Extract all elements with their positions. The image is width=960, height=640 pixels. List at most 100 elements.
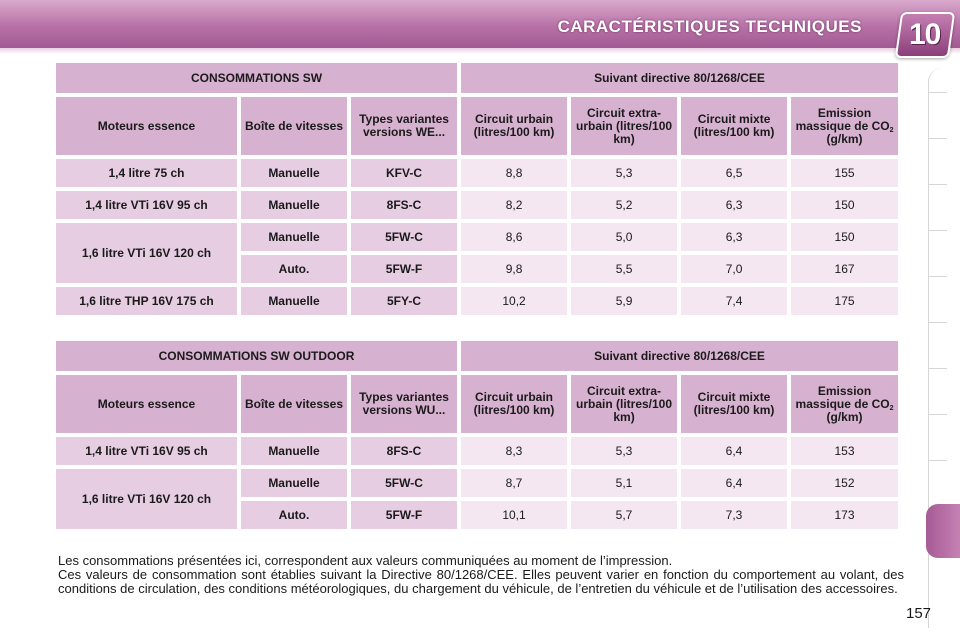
cell-gearbox: Auto. [241, 255, 347, 283]
table-row: 1,4 litre 75 ch Manuelle KFV-C 8,8 5,3 6… [56, 159, 899, 187]
page-title: CARACTÉRISTIQUES TECHNIQUES [557, 17, 862, 36]
chapter-tabs-edge [928, 68, 951, 628]
cell-mixed: 6,4 [681, 437, 788, 465]
cell-variant: KFV-C [351, 159, 458, 187]
cell-variant: 5FW-C [351, 223, 458, 251]
cell-variant: 8FS-C [351, 437, 458, 465]
cell-extra-urban: 5,1 [571, 469, 678, 497]
cell-co2: 167 [791, 255, 899, 283]
cell-engine: 1,4 litre VTi 16V 95 ch [56, 437, 237, 465]
cell-urban: 10,1 [461, 501, 568, 529]
cell-urban: 10,2 [461, 287, 568, 315]
cell-mixed: 7,3 [681, 501, 788, 529]
table-row: 1,4 litre VTi 16V 95 ch Manuelle 8FS-C 8… [56, 191, 899, 219]
cell-engine: 1,6 litre VTi 16V 120 ch [56, 223, 237, 283]
table-title: CONSOMMATIONS SW OUTDOOR [56, 341, 458, 371]
cell-engine: 1,4 litre 75 ch [56, 159, 237, 187]
cell-gearbox: Manuelle [241, 437, 347, 465]
table-row: 1,4 litre VTi 16V 95 ch Manuelle 8FS-C 8… [56, 437, 899, 465]
table-title: CONSOMMATIONS SW [56, 63, 458, 93]
cell-mixed: 7,0 [681, 255, 788, 283]
cell-mixed: 6,4 [681, 469, 788, 497]
consumption-table-sw: CONSOMMATIONS SW Suivant directive 80/12… [52, 59, 902, 319]
chapter-tab-3[interactable] [929, 184, 947, 185]
col-header-variants: Types variantes versions WU... [351, 375, 458, 433]
cell-co2: 175 [791, 287, 899, 315]
cell-engine: 1,6 litre VTi 16V 120 ch [56, 469, 237, 529]
cell-mixed: 6,5 [681, 159, 788, 187]
col-header-urban: Circuit urbain (litres/100 km) [461, 375, 568, 433]
col-header-engine: Moteurs essence [56, 97, 237, 155]
cell-extra-urban: 5,9 [571, 287, 678, 315]
consumption-table-sw-outdoor: CONSOMMATIONS SW OUTDOOR Suivant directi… [52, 337, 902, 533]
col-header-emission: Emission massique de CO2 (g/km) [791, 97, 899, 155]
cell-co2: 173 [791, 501, 899, 529]
col-header-mixed: Circuit mixte (litres/100 km) [681, 97, 788, 155]
consumption-notes: Les consommations présentées ici, corres… [58, 554, 904, 596]
cell-engine: 1,4 litre VTi 16V 95 ch [56, 191, 237, 219]
cell-gearbox: Manuelle [241, 223, 347, 251]
col-header-variants: Types variantes versions WE... [351, 97, 458, 155]
cell-variant: 5FY-C [351, 287, 458, 315]
table-directive: Suivant directive 80/1268/CEE [461, 341, 899, 371]
cell-gearbox: Manuelle [241, 159, 347, 187]
cell-extra-urban: 5,7 [571, 501, 678, 529]
chapter-tab-1[interactable] [929, 92, 947, 93]
table-directive: Suivant directive 80/1268/CEE [461, 63, 899, 93]
chapter-tab-2[interactable] [929, 138, 947, 139]
chapter-tab-6[interactable] [929, 322, 947, 323]
chapter-badge: 10 [894, 12, 956, 58]
chapter-number: 10 [909, 18, 941, 51]
cell-gearbox: Manuelle [241, 469, 347, 497]
col-header-extra-urban: Circuit extra-urbain (litres/100 km) [571, 97, 678, 155]
cell-gearbox: Auto. [241, 501, 347, 529]
note-directive: Ces valeurs de consommation sont établie… [58, 567, 904, 596]
cell-mixed: 7,4 [681, 287, 788, 315]
cell-gearbox: Manuelle [241, 191, 347, 219]
emission-subscript: 2 [889, 404, 894, 412]
cell-variant: 8FS-C [351, 191, 458, 219]
emission-suffix: (g/km) [826, 409, 863, 424]
table-row: Auto. 5FW-F 9,8 5,5 7,0 167 [56, 255, 899, 283]
header-band [0, 0, 960, 48]
cell-gearbox: Manuelle [241, 287, 347, 315]
cell-extra-urban: 5,5 [571, 255, 678, 283]
cell-extra-urban: 5,3 [571, 437, 678, 465]
cell-variant: 5FW-F [351, 255, 458, 283]
cell-extra-urban: 5,0 [571, 223, 678, 251]
table-row: 1,6 litre THP 16V 175 ch Manuelle 5FY-C … [56, 287, 899, 315]
chapter-tab-8[interactable] [929, 414, 947, 415]
emission-suffix: (g/km) [826, 131, 863, 146]
cell-variant: 5FW-C [351, 469, 458, 497]
col-header-emission: Emission massique de CO2 (g/km) [791, 375, 899, 433]
cell-urban: 8,6 [461, 223, 568, 251]
cell-co2: 150 [791, 191, 899, 219]
cell-extra-urban: 5,2 [571, 191, 678, 219]
cell-co2: 155 [791, 159, 899, 187]
cell-variant: 5FW-F [351, 501, 458, 529]
cell-co2: 152 [791, 469, 899, 497]
cell-mixed: 6,3 [681, 223, 788, 251]
col-header-mixed: Circuit mixte (litres/100 km) [681, 375, 788, 433]
cell-engine: 1,6 litre THP 16V 175 ch [56, 287, 237, 315]
chapter-tab-9[interactable] [929, 460, 947, 461]
chapter-tab-active[interactable] [926, 504, 960, 558]
col-header-gearbox: Boîte de vitesses [241, 97, 347, 155]
cell-co2: 150 [791, 223, 899, 251]
chapter-tab-4[interactable] [929, 230, 947, 231]
page-number: 157 [906, 605, 932, 622]
cell-urban: 8,8 [461, 159, 568, 187]
emission-prefix: Emission massique de CO [795, 105, 890, 133]
cell-urban: 8,7 [461, 469, 568, 497]
chapter-tab-7[interactable] [929, 368, 947, 369]
col-header-gearbox: Boîte de vitesses [241, 375, 347, 433]
table-row: 1,6 litre VTi 16V 120 ch Manuelle 5FW-C … [56, 469, 899, 529]
chapter-tab-5[interactable] [929, 276, 947, 277]
cell-urban: 8,3 [461, 437, 568, 465]
col-header-urban: Circuit urbain (litres/100 km) [461, 97, 568, 155]
col-header-engine: Moteurs essence [56, 375, 237, 433]
header-divider [0, 48, 960, 54]
cell-mixed: 6,3 [681, 191, 788, 219]
cell-urban: 9,8 [461, 255, 568, 283]
col-header-extra-urban: Circuit extra-urbain (litres/100 km) [571, 375, 678, 433]
